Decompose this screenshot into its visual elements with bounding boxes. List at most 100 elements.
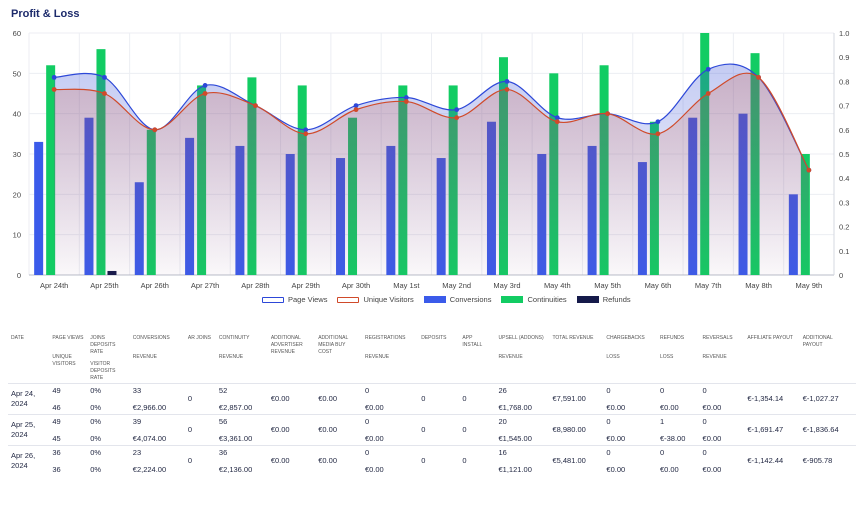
table-cell: 39 €4,074.00 — [129, 413, 185, 445]
unique-visitors-point — [605, 111, 610, 117]
unique-visitors-point — [403, 99, 409, 104]
cell-value: Apr 25, 2024 — [11, 420, 36, 439]
y-right-tick-label: 0.5 — [839, 150, 849, 159]
column-header-label: JOINS DEPOSITS RATE — [90, 335, 116, 355]
x-tick-label: Apr 29th — [292, 281, 320, 290]
column-header[interactable]: DEPOSITS — [418, 334, 459, 383]
table-cell: €0.00 — [267, 444, 316, 476]
legend-label: Unique Visitors — [363, 295, 414, 304]
cell-value: 33 — [132, 385, 142, 395]
legend-item[interactable]: Page Views — [262, 295, 327, 304]
cell-value: 36 — [52, 447, 61, 457]
cell-value: 0% — [90, 385, 102, 395]
y-left-tick-label: 0 — [17, 271, 21, 280]
column-header[interactable]: ADDITIONAL PAYOUT — [800, 334, 856, 383]
cell-value: €2,857.00 — [218, 402, 253, 412]
column-header[interactable]: REGISTRATIONS REVENUE — [362, 334, 418, 383]
table-cell: 0 €0.00 — [699, 382, 745, 414]
legend-swatch — [576, 296, 599, 303]
cell-value: 23 — [132, 447, 142, 457]
cell-value: €2,966.00 — [132, 402, 167, 412]
column-header[interactable]: TOTAL REVENUE — [549, 334, 603, 383]
column-header[interactable]: DATE — [8, 334, 49, 383]
table-row[interactable]: Apr 25, 2024 49 45 0% 0% 39 €4,074.00 0 56 €3,361… — [8, 413, 856, 445]
table-cell: 0 — [418, 382, 460, 414]
column-header[interactable]: ADDITIONAL MEDIA BUY COST — [315, 334, 362, 383]
table-cell: 0% 0% — [87, 413, 130, 445]
y-left-tick-label: 30 — [13, 150, 21, 159]
table-cell: 16 €1,121.00 — [495, 444, 550, 476]
column-header-label: DEPOSITS — [421, 335, 447, 341]
cell-value: €0.00 — [270, 456, 290, 465]
cell-value: 0 — [606, 447, 611, 457]
legend-item[interactable]: Conversions — [423, 295, 491, 304]
unique-visitors-point — [353, 107, 359, 113]
column-header[interactable]: CONTINUITY REVENUE — [216, 334, 268, 383]
legend-item[interactable]: Refunds — [576, 295, 631, 304]
unique-visitors-point — [102, 91, 107, 96]
cell-value: 56 — [218, 416, 228, 426]
chart-legend: Page Views Unique Visitors Conversions Cont… — [262, 295, 641, 304]
table-cell: 36 €2,136.00 — [215, 444, 268, 476]
cell-value: €0.00 — [270, 394, 290, 403]
table-cell: 26 €1,768.00 — [495, 382, 550, 414]
cell-value: 52 — [218, 385, 228, 395]
table-cell: €-1,142.44 — [744, 444, 800, 476]
column-header[interactable]: REFUNDS LOSS — [657, 334, 700, 383]
column-header-label: ADDITIONAL ADVERTISER REVENUE — [270, 335, 303, 355]
column-header[interactable]: AR JOINS — [185, 334, 216, 383]
x-tick-label: May 1st — [393, 281, 420, 290]
legend-swatch — [501, 296, 524, 303]
column-header[interactable]: PAGE VIEWS UNIQUE VISITORS — [49, 334, 87, 383]
table-cell: 0 — [418, 413, 460, 445]
table-cell: 23 €2,224.00 — [129, 444, 185, 476]
column-header[interactable]: CHARGEBACKS LOSS — [603, 334, 657, 383]
column-header[interactable]: JOINS DEPOSITS RATE VISITOR DEPOSITS RATE — [87, 334, 130, 383]
column-header[interactable]: CONVERSIONS REVENUE — [130, 334, 185, 383]
legend-label: Refunds — [602, 295, 631, 304]
cell-value: 0 — [187, 425, 193, 434]
x-tick-label: May 3rd — [493, 281, 520, 290]
column-header[interactable]: REVERSALS REVENUE — [700, 334, 745, 383]
column-header[interactable]: AFFILIATE PAYOUT — [744, 334, 799, 383]
cell-value: 0 — [421, 394, 426, 403]
unique-visitors-point — [705, 91, 711, 96]
cell-value: €0.00 — [702, 402, 722, 412]
cell-value: 0 — [702, 385, 707, 395]
y-right-tick-label: 0.7 — [839, 102, 849, 111]
column-header-label: ADDITIONAL MEDIA BUY COST — [318, 335, 349, 355]
y-right-tick-label: 1.0 — [839, 29, 849, 38]
column-header[interactable]: ADDITIONAL ADVERTISER REVENUE — [268, 334, 315, 383]
table-row[interactable]: Apr 24, 2024 49 46 0% 0% 33 €2,966.00 0 52 €2,857… — [8, 382, 856, 414]
cell-value: €8,980.00 — [552, 425, 586, 434]
table-cell: 0 — [418, 444, 460, 476]
column-header-label: ADDITIONAL PAYOUT — [802, 335, 833, 348]
cell-value: 1 — [659, 416, 665, 426]
y-left-tick-label: 10 — [13, 231, 21, 240]
column-header[interactable]: APP INSTALL — [459, 334, 495, 383]
table-cell: €5,481.00 — [549, 444, 604, 476]
cell-value: €0.00 — [270, 425, 290, 434]
column-header-label: REFUNDS — [659, 335, 685, 341]
cell-value: 16 — [498, 447, 507, 457]
column-header-label: REVERSALS — [702, 335, 733, 341]
cell-value: €0.00 — [318, 456, 337, 465]
y-right-tick-label: 0.4 — [839, 174, 849, 183]
cell-value: €7,591.00 — [552, 394, 586, 403]
table-cell: 0 — [459, 444, 496, 476]
x-tick-label: May 9th — [796, 281, 823, 290]
column-header-label: CHARGEBACKS — [606, 335, 645, 341]
legend-item[interactable]: Continuities — [501, 295, 567, 304]
legend-item[interactable]: Unique Visitors — [337, 295, 414, 304]
cell-value: 20 — [498, 416, 507, 426]
cell-value: 26 — [498, 385, 507, 395]
y-right-tick-label: 0.6 — [839, 126, 849, 135]
page-views-point — [51, 74, 57, 80]
table-row[interactable]: Apr 26, 2024 36 36 0% 0% 23 €2,224.00 0 36 €2,136… — [8, 444, 856, 476]
x-tick-label: May 7th — [695, 281, 722, 290]
table-cell: 0% 0% — [87, 382, 130, 414]
table-cell: 52 €2,857.00 — [215, 382, 268, 414]
unique-visitors-point — [655, 131, 661, 137]
column-header[interactable]: UPSELL (ADDONS) REVENUE — [496, 334, 550, 383]
unique-visitors-point — [152, 127, 158, 133]
